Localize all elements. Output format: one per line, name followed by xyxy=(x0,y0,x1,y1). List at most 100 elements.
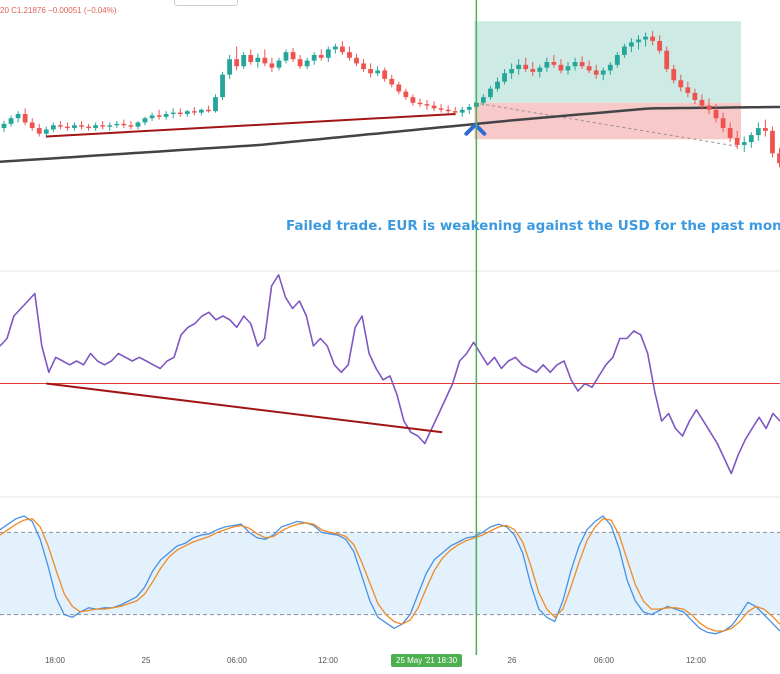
candle-body xyxy=(650,36,655,41)
candle-body xyxy=(347,52,352,58)
candle-body xyxy=(121,123,127,126)
crosshair-time-label: 25 May '21 18:30 xyxy=(391,654,463,667)
candle-body xyxy=(50,125,56,130)
candle-body xyxy=(452,111,458,113)
candle-body xyxy=(509,69,514,74)
candle-body xyxy=(304,60,310,67)
candle-body xyxy=(135,122,141,127)
candle-body xyxy=(495,81,500,89)
candle-body xyxy=(29,122,35,129)
candle-body xyxy=(184,111,190,114)
candle-body xyxy=(502,73,507,82)
candle-body xyxy=(763,128,768,131)
candle-body xyxy=(93,125,99,129)
candle-body xyxy=(734,137,740,145)
candle-body xyxy=(410,97,416,103)
candle-body xyxy=(177,112,183,114)
candle-body xyxy=(382,70,388,79)
candle-body xyxy=(664,50,670,70)
time-tick-label: 26 xyxy=(508,656,517,665)
candle-body xyxy=(777,153,780,164)
entry-arrow-icon xyxy=(464,122,487,136)
candle-body xyxy=(297,59,303,67)
candle-body xyxy=(318,54,324,58)
stoch-k-line xyxy=(0,515,780,635)
time-tick-label: 12:00 xyxy=(686,656,707,665)
candle-body xyxy=(607,64,613,71)
candle-body xyxy=(22,114,28,123)
candle-body xyxy=(255,57,261,62)
ohlc-legend: 20 C1.21876 −0.00051 (−0.04%) xyxy=(0,6,117,15)
stoch-band xyxy=(0,532,780,615)
candle-body xyxy=(8,118,14,124)
trendlines[interactable] xyxy=(46,113,487,138)
stochastic-panel xyxy=(0,515,780,635)
candle-body xyxy=(692,92,698,100)
candle-body xyxy=(43,129,49,134)
candle-body xyxy=(516,64,522,70)
candle-body xyxy=(748,135,754,143)
candle-body xyxy=(657,40,663,51)
toolbar-popup[interactable] xyxy=(174,0,238,6)
candle-body xyxy=(199,109,204,113)
profit-zone xyxy=(474,21,741,103)
candles xyxy=(1,31,780,168)
candle-body xyxy=(262,57,268,64)
candle-body xyxy=(354,57,359,64)
candle-body xyxy=(727,128,733,138)
candle-body xyxy=(586,66,592,71)
candle-body xyxy=(170,112,176,114)
candle-body xyxy=(551,62,557,65)
candle-body xyxy=(276,60,282,68)
candle-body xyxy=(417,102,423,105)
candle-body xyxy=(678,80,684,88)
candle-body xyxy=(629,42,634,47)
candle-body xyxy=(537,67,543,72)
candle-body xyxy=(114,123,120,126)
candle-body xyxy=(191,111,197,113)
candle-body xyxy=(234,59,240,67)
candle-body xyxy=(227,59,232,75)
candle-body xyxy=(283,52,289,61)
time-tick-label: 18:00 xyxy=(45,656,66,665)
time-tick-label: 06:00 xyxy=(594,656,615,665)
trade-annotation[interactable]: Failed trade. EUR is weakening against t… xyxy=(286,218,780,234)
candle-body xyxy=(58,125,63,127)
candle-body xyxy=(579,62,585,67)
candle-body xyxy=(488,88,493,98)
time-tick-label: 12:00 xyxy=(318,656,339,665)
candle-body xyxy=(445,109,451,112)
candle-body xyxy=(523,64,529,70)
chart-background xyxy=(0,270,780,498)
position-tool[interactable] xyxy=(474,21,742,148)
candle-body xyxy=(107,125,113,127)
candle-body xyxy=(213,97,218,112)
candle-body xyxy=(558,64,564,71)
candle-body xyxy=(636,39,641,43)
candle-body xyxy=(241,54,247,67)
time-tick-label: 25 xyxy=(142,656,151,665)
candle-body xyxy=(706,105,712,110)
candle-body xyxy=(332,46,338,50)
candle-body xyxy=(269,63,275,68)
candle-body xyxy=(572,62,578,67)
price-trendline xyxy=(46,113,456,138)
candle-body xyxy=(755,128,761,136)
moving-average xyxy=(0,105,780,164)
candle-body xyxy=(65,126,70,129)
candle-body xyxy=(79,125,84,127)
candle-body xyxy=(389,78,395,85)
candle-body xyxy=(466,106,472,110)
candle-body xyxy=(770,130,775,154)
candle-body xyxy=(622,46,627,55)
candle-body xyxy=(600,70,606,75)
candle-body xyxy=(396,84,402,92)
candle-body xyxy=(643,36,648,40)
candle-body xyxy=(438,108,444,110)
candle-body xyxy=(614,54,620,65)
candle-body xyxy=(1,123,7,129)
candle-body xyxy=(149,115,155,119)
candle-body xyxy=(424,104,430,106)
